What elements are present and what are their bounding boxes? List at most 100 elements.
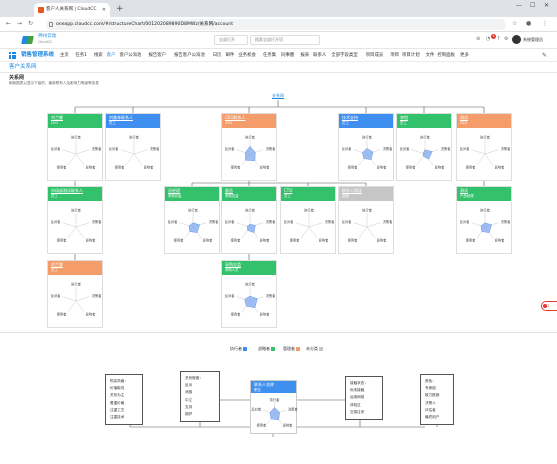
star-icon[interactable]: ☆ [512, 20, 518, 27]
maximize-icon[interactable]: ☐ [530, 2, 536, 9]
menu-item[interactable]: 联系人 [313, 53, 327, 58]
menu-item[interactable]: 项目 [390, 53, 400, 58]
menu-item[interactable]: 同事圈 [281, 53, 295, 58]
radar-axis-label: 反对者 [168, 219, 178, 224]
contact-card[interactable]: 联系人测试 经理 执行者 决策者 影响者 使用者 反对者 [338, 186, 394, 254]
menu-item[interactable]: 项目计划 [402, 53, 420, 58]
menu-item[interactable]: 报告客户 [148, 53, 167, 58]
contact-card[interactable]: 副总 采购总监 执行者 决策者 影响者 使用者 反对者 [221, 186, 277, 254]
menu-item[interactable]: 控制面板 [437, 53, 455, 58]
radar-axis-label: 影响者 [377, 237, 387, 242]
user-name[interactable]: 系统管理员 [523, 37, 543, 42]
section-title: 关系网 [9, 75, 25, 81]
contact-name-link[interactable]: 刘兰娜 [51, 262, 63, 267]
contact-card[interactable]: CTO 员工 执行者 决策者 影响者 使用者 反对者 [280, 186, 336, 254]
menu-item[interactable]: 客户 [106, 53, 116, 58]
radar-axis-line [353, 222, 368, 228]
reload-icon[interactable]: ↻ [28, 20, 34, 27]
add-icon[interactable]: ⊕ [476, 36, 481, 42]
radar-axis-label: 反对者 [342, 146, 352, 151]
menu-item[interactable]: 项目成员 [365, 53, 384, 58]
contact-name-link[interactable]: 刘美林联系人 [109, 115, 133, 120]
structure-list-item: 尚未接触 [350, 388, 365, 393]
radar-axis-line [411, 149, 426, 155]
contact-name-link[interactable]: 副总 [225, 188, 233, 193]
contact-name-link[interactable]: 市场部测试联系人 [51, 188, 83, 193]
minimize-icon[interactable]: — [516, 2, 522, 9]
contact-name-link[interactable]: 李悦 [400, 115, 408, 120]
contact-card[interactable]: 技术支持 员工 执行者 决策者 影响者 使用者 反对者 [338, 113, 394, 181]
lock-icon [49, 22, 53, 27]
edit-menu-icon[interactable]: ✎ [542, 52, 548, 59]
radar-axis-label: 决策者 [266, 146, 276, 151]
menu-item[interactable]: 报表 [300, 53, 310, 58]
structure-list-item: 价值取向 [110, 386, 125, 391]
contact-card[interactable]: 刘美林联系人 员工 执行者 决策者 影响者 使用者 反对者 [105, 113, 161, 181]
contact-card[interactable]: 刘兰娜 员工 执行者 决策者 影响者 使用者 反对者 [47, 260, 103, 328]
contact-card-header: 测试 CEO [457, 114, 511, 128]
menu-item[interactable]: 线索 [93, 53, 103, 58]
radar-value-polygon [245, 145, 256, 162]
menu-item[interactable]: 业务机会 [238, 53, 256, 58]
browser-menu-icon[interactable]: ⋮ [542, 20, 548, 27]
contact-card[interactable]: 测试 CEO 执行者 决策者 影响者 使用者 反对者 [456, 113, 512, 181]
close-window-icon[interactable]: ✕ [544, 2, 550, 9]
help-icon[interactable]: ? [497, 36, 500, 42]
url-field[interactable]: oneapp.cloudcc.com/#/structureChart/0012… [46, 19, 506, 30]
structure-list-item: 拥护 [185, 412, 193, 417]
avatar[interactable] [512, 35, 521, 44]
menu-item[interactable]: 邮件 [225, 53, 235, 58]
menu-item[interactable]: 主页 [60, 53, 69, 58]
menu-item[interactable]: 任务集 [262, 53, 277, 58]
contact-name-link[interactable]: 技术支持 [342, 115, 358, 120]
contact-card[interactable]: 李悦 员工 执行者 决策者 影响者 使用者 反对者 [396, 113, 452, 181]
menu-item[interactable]: 客户公海池 [119, 53, 142, 58]
app-launcher-icon[interactable] [9, 52, 16, 59]
contact-name-link[interactable]: 总经理 [168, 188, 180, 193]
radar-axis-label: 使用者 [290, 237, 300, 242]
radar-axis-label: 决策者 [383, 219, 393, 224]
radar-axis-label: 影响者 [495, 237, 505, 242]
radar-value-polygon [422, 149, 433, 160]
menu-item[interactable]: 更多 [459, 53, 469, 58]
contact-name-link[interactable]: CTO [284, 188, 293, 193]
contact-name-link[interactable]: 采购总监 [225, 262, 241, 267]
role-list: 专家组 致力推销 决策人 评估者 最终用户 [425, 385, 449, 421]
profile-icon[interactable]: ● [526, 20, 532, 27]
contact-card[interactable]: 市场部测试联系人 员工 执行者 决策者 影响者 使用者 反对者 [47, 186, 103, 254]
floating-chat-badge[interactable]: 2 [541, 301, 557, 311]
address-bar: ← → ↻ oneapp.cloudcc.com/#/structureChar… [0, 17, 557, 32]
menu-item[interactable]: 全部字段类型 [331, 53, 358, 58]
browser-tab[interactable]: 客户人关系网 | CloudCC ✕ [34, 3, 110, 17]
structure-list-item: 支持 [185, 404, 193, 409]
contact-card[interactable]: 总经理 采购总监 执行者 决策者 影响者 使用者 反对者 [164, 186, 220, 254]
app-header: 神州云动 CloudCC 全部打开 搜索全部打开项 ⊕ 3 ◔ ? ⚙ 系统管理… [0, 32, 557, 49]
contact-card[interactable]: 刘兰娜 CEO 执行者 决策者 影响者 使用者 反对者 [47, 113, 103, 181]
search-scope-select[interactable]: 全部打开 [214, 35, 248, 45]
radar-axis-line [308, 222, 323, 228]
forward-icon[interactable]: → [17, 20, 23, 27]
menu-item[interactable]: 日历 [212, 53, 222, 58]
contact-name-link[interactable]: 联系人测试 [342, 188, 362, 193]
menu-item[interactable]: 文件 [425, 53, 435, 58]
relationship-level-title: 关系程度： [185, 376, 203, 380]
root-node-link[interactable]: 关系网 [272, 93, 284, 98]
new-tab-icon[interactable]: + [116, 4, 124, 14]
search-input[interactable]: 搜索全部打开项 [250, 35, 320, 45]
contact-card[interactable]: 采购总监 采购人员 执行者 决策者 影响者 使用者 反对者 [221, 260, 277, 328]
radar-value-polygon [188, 222, 200, 233]
close-tab-icon[interactable]: ✕ [101, 7, 106, 13]
menu-item[interactable]: 报告客户公海池 [174, 53, 205, 58]
back-icon[interactable]: ← [6, 20, 12, 27]
contact-name-link[interactable]: 刘兰娜 [51, 115, 63, 120]
radar-axis-label: 执行者 [245, 207, 255, 212]
contact-name-link[interactable]: 测试 [460, 115, 468, 120]
contact-name-link[interactable]: CEO联系人 [225, 115, 246, 120]
contact-card[interactable]: CEO联系人 CEO 执行者 决策者 影响者 使用者 反对者 [221, 113, 277, 181]
settings-icon[interactable]: ⚙ [504, 36, 509, 42]
menu-item[interactable]: 任务1 [75, 53, 87, 58]
bell-icon[interactable]: ◔ [486, 36, 491, 42]
contact-card[interactable]: 测试 产品经理 执行者 决策者 影响者 使用者 反对者 [456, 186, 512, 254]
contact-name-link[interactable]: 测试 [460, 188, 468, 193]
